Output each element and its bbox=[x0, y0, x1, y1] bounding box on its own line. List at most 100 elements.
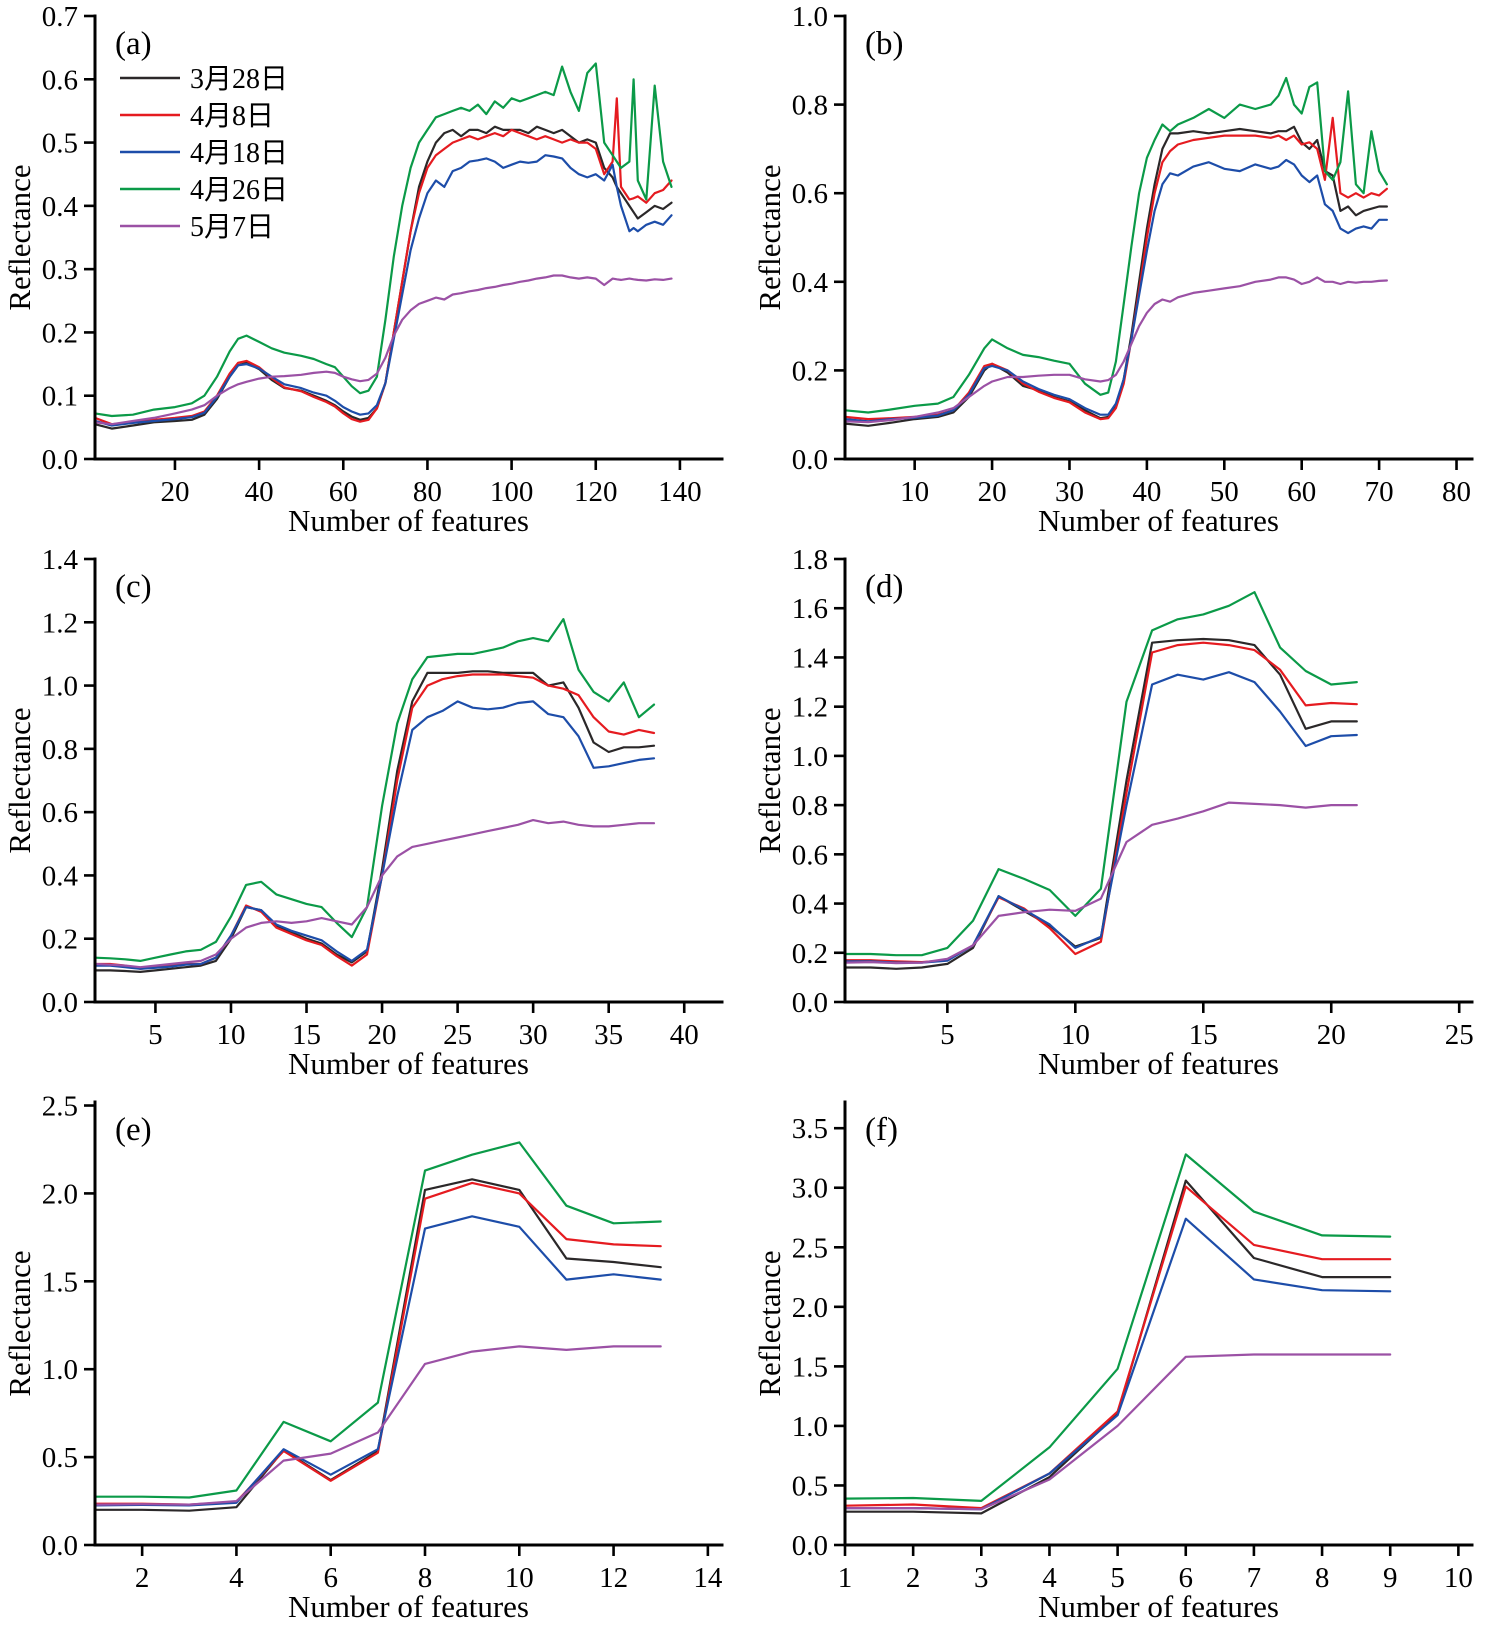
x-tick-label: 5 bbox=[940, 1019, 955, 1051]
y-tick-label: 1.6 bbox=[792, 593, 828, 625]
x-axis-ticks: 1 2 3 4 5 6 7 8 9 10 bbox=[838, 1545, 1473, 1594]
subplot-b-canvas: 10 20 30 40 50 60 70 80 0.0 0.2 0.4 0.6 0.8 1.0 Number… bbox=[752, 1, 1474, 538]
axes bbox=[93, 557, 724, 1004]
x-tick-label: 10 bbox=[900, 476, 929, 508]
series-line-5月7日 bbox=[93, 1345, 662, 1506]
series-line-3月28日 bbox=[843, 637, 1358, 970]
series-line-4月26日 bbox=[843, 591, 1358, 957]
subplot-e-canvas: 2 4 6 8 10 12 14 0.0 0.5 1.0 1.5 2.0 2.5 Number of fe… bbox=[2, 1091, 724, 1624]
series-line-4月18日 bbox=[93, 154, 673, 427]
panel-label: (b) bbox=[865, 26, 903, 62]
y-tick-label: 0.2 bbox=[792, 938, 828, 970]
y-tick-label: 3.0 bbox=[792, 1173, 828, 1205]
y-axis-ticks: 0.0 0.1 0.2 0.3 0.4 0.5 0.6 0.7 bbox=[42, 1, 95, 476]
series-line-4月8日 bbox=[93, 673, 656, 970]
series-line-4月18日 bbox=[843, 158, 1389, 423]
x-tick-label: 8 bbox=[1315, 1562, 1330, 1594]
subplot-a-canvas: 20 40 60 80 100 120 1400.00.10.20.30.40.50.60.… bbox=[2, 1, 724, 538]
y-axis-label: Reflectance bbox=[2, 164, 37, 310]
x-tick-label: 1 bbox=[838, 1562, 853, 1594]
series-line-4月26日 bbox=[843, 76, 1389, 414]
y-tick-label: 0.2 bbox=[792, 355, 828, 387]
series-line-4月26日 bbox=[93, 1141, 662, 1499]
x-tick-label: 35 bbox=[594, 1019, 623, 1051]
legend-label: 3月28日 bbox=[190, 64, 288, 95]
x-axis-ticks: 20 40 60 80 100 120 140 bbox=[160, 459, 702, 508]
y-tick-label: 1.4 bbox=[42, 544, 79, 576]
y-tick-label: 0.2 bbox=[42, 317, 78, 349]
x-tick-label: 80 bbox=[413, 476, 442, 508]
y-tick-label: 2.0 bbox=[792, 1292, 828, 1324]
series-line-4月18日 bbox=[93, 700, 656, 970]
y-tick-label: 1.2 bbox=[792, 692, 828, 724]
x-tick-label: 10 bbox=[1061, 1019, 1090, 1051]
series-line-4月26日 bbox=[93, 617, 656, 962]
y-tick-label: 0.2 bbox=[42, 924, 78, 956]
series-lines bbox=[843, 1153, 1392, 1515]
x-tick-label: 9 bbox=[1383, 1562, 1398, 1594]
panel-label: (a) bbox=[115, 26, 152, 62]
axes bbox=[93, 1100, 724, 1547]
subplot-f-canvas: 1 2 3 4 5 6 7 8 9 10 0.0 0.5 1.0 1.5 2.0 2.5 3.0 3.5 Numbe… bbox=[752, 1100, 1474, 1624]
y-tick-label: 0.6 bbox=[42, 797, 78, 829]
x-axis-label: Number of features bbox=[288, 503, 529, 538]
y-tick-label: 2.5 bbox=[792, 1232, 828, 1264]
subplot-d-canvas: 5 10 15 20 25 0.0 0.2 0.4 0.6 0.8 1.0 1.2 1.4 1.6 1.8 N… bbox=[752, 544, 1474, 1081]
y-tick-label: 1.5 bbox=[42, 1266, 78, 1298]
y-tick-label: 0.1 bbox=[42, 381, 78, 413]
series-line-3月28日 bbox=[843, 125, 1389, 427]
y-axis-label: Reflectance bbox=[2, 707, 37, 853]
x-tick-label: 60 bbox=[329, 476, 358, 508]
x-tick-label: 30 bbox=[519, 1019, 548, 1051]
y-tick-label: 1.0 bbox=[42, 671, 78, 703]
y-tick-label: 1.2 bbox=[42, 607, 78, 639]
x-tick-label: 12 bbox=[599, 1562, 628, 1594]
x-axis-label: Number of features bbox=[288, 1589, 529, 1624]
y-tick-label: 0.0 bbox=[42, 1530, 78, 1562]
y-tick-label: 0.8 bbox=[792, 90, 828, 122]
x-tick-label: 100 bbox=[490, 476, 534, 508]
x-tick-label: 60 bbox=[1287, 476, 1316, 508]
series-line-4月26日 bbox=[843, 1153, 1392, 1502]
series-line-4月8日 bbox=[843, 1185, 1392, 1510]
x-axis-label: Number of features bbox=[288, 1046, 529, 1081]
x-tick-label: 5 bbox=[148, 1019, 163, 1051]
x-tick-label: 4 bbox=[1042, 1562, 1057, 1594]
y-tick-label: 0.8 bbox=[792, 790, 828, 822]
series-lines bbox=[843, 76, 1389, 427]
y-tick-label: 0.6 bbox=[792, 839, 828, 871]
series-lines bbox=[93, 1141, 662, 1512]
y-tick-label: 0.0 bbox=[792, 987, 828, 1019]
y-tick-label: 0.5 bbox=[42, 128, 78, 160]
axes bbox=[843, 1100, 1474, 1547]
y-tick-label: 0.6 bbox=[42, 64, 78, 96]
x-tick-label: 25 bbox=[443, 1019, 472, 1051]
y-tick-label: 0.4 bbox=[42, 191, 79, 223]
x-tick-label: 10 bbox=[1444, 1562, 1473, 1594]
y-tick-label: 1.0 bbox=[792, 741, 828, 773]
y-tick-label: 0.0 bbox=[792, 444, 828, 476]
x-tick-label: 25 bbox=[1445, 1019, 1474, 1051]
y-tick-label: 0.5 bbox=[42, 1442, 78, 1474]
x-tick-label: 3 bbox=[974, 1562, 989, 1594]
axes bbox=[93, 14, 724, 461]
x-tick-label: 6 bbox=[1179, 1562, 1194, 1594]
x-tick-label: 140 bbox=[658, 476, 702, 508]
x-tick-label: 40 bbox=[245, 476, 274, 508]
legend: 3月28日 4月8日 4月18日 4月26日 5月7日 bbox=[120, 64, 288, 243]
series-line-4月8日 bbox=[93, 97, 673, 426]
y-tick-label: 0.5 bbox=[792, 1470, 828, 1502]
y-axis-label: Reflectance bbox=[2, 1250, 37, 1396]
panel-label: (e) bbox=[115, 1112, 152, 1148]
y-tick-label: 1.0 bbox=[42, 1354, 78, 1386]
series-line-5月7日 bbox=[93, 819, 656, 969]
x-tick-label: 20 bbox=[978, 476, 1007, 508]
y-tick-label: 0.8 bbox=[42, 734, 78, 766]
x-tick-label: 70 bbox=[1365, 476, 1394, 508]
series-line-4月8日 bbox=[843, 116, 1389, 421]
y-tick-label: 0.0 bbox=[42, 444, 78, 476]
y-tick-label: 0.0 bbox=[42, 987, 78, 1019]
y-tick-label: 1.0 bbox=[792, 1411, 828, 1443]
series-line-4月8日 bbox=[93, 1181, 662, 1506]
x-tick-label: 6 bbox=[323, 1562, 338, 1594]
